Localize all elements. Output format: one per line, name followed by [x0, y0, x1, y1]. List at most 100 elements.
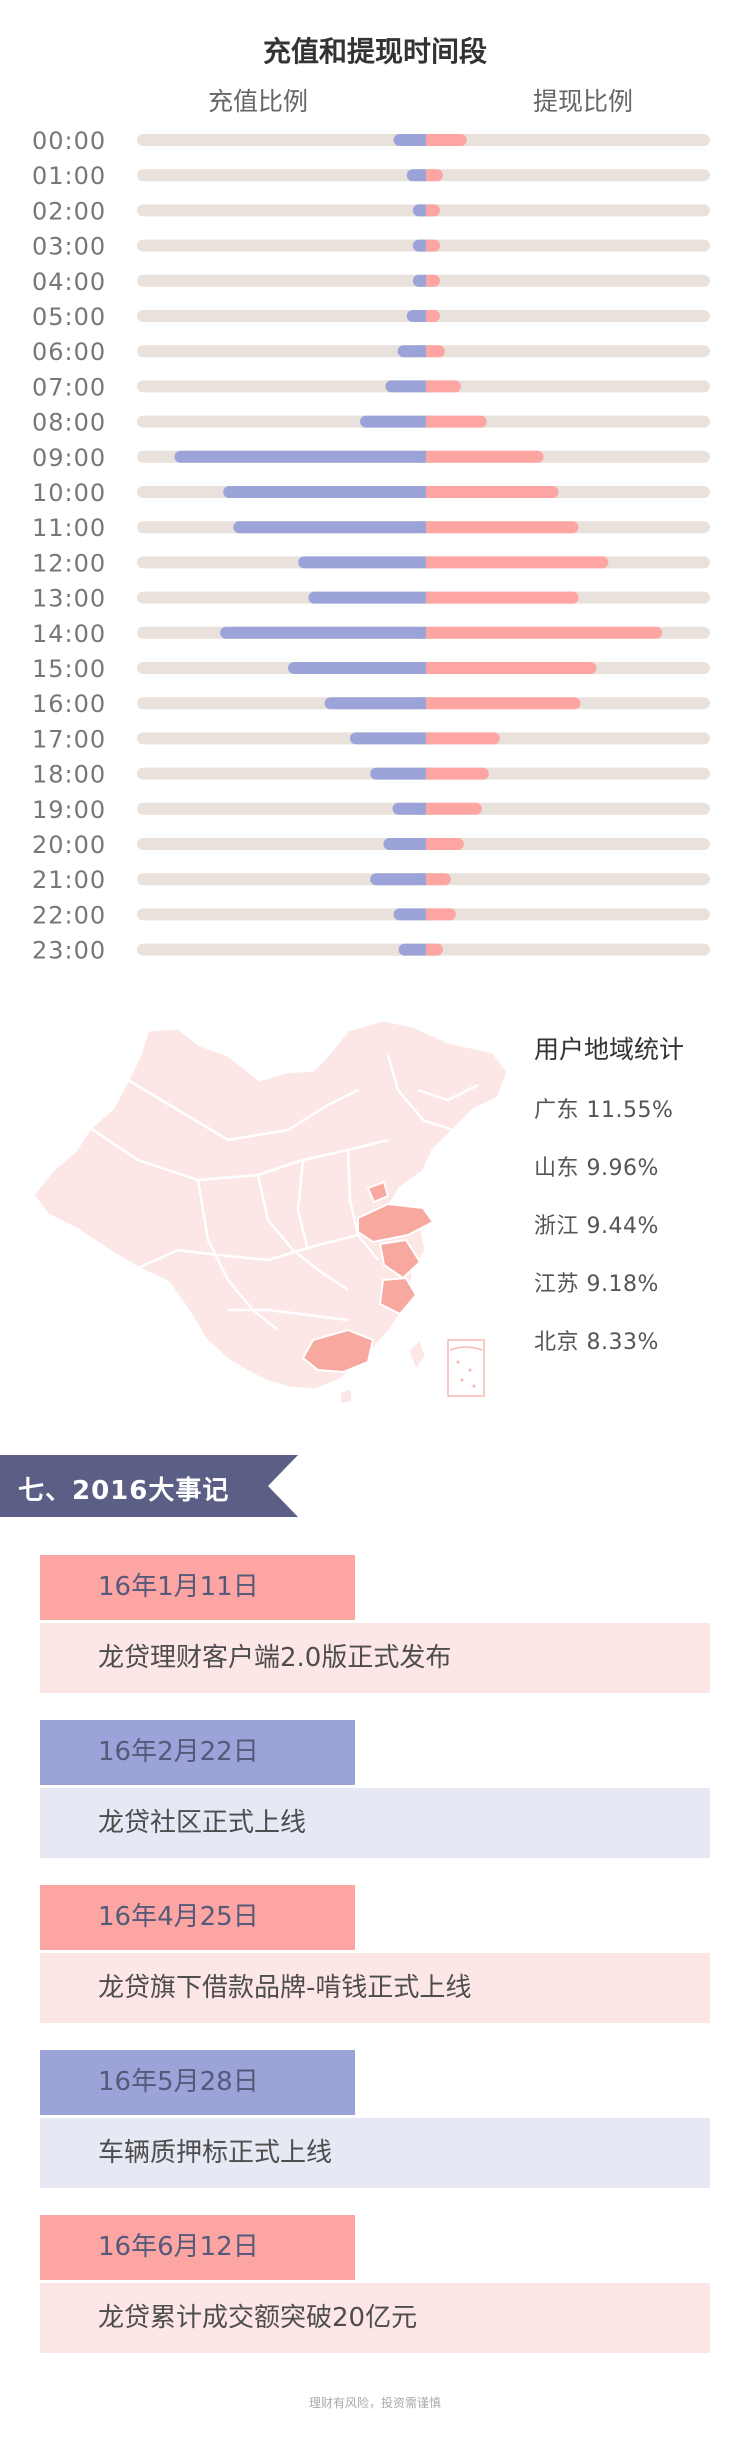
recharge-bar [174, 450, 426, 463]
region-name: 北京 [534, 1330, 580, 1355]
risk-disclaimer: 理财有风险，投资需谨慎 [308, 2396, 441, 2410]
map-hainan [339, 1386, 353, 1406]
recharge-bar-joint [420, 380, 426, 393]
recharge-bar [220, 626, 426, 639]
time-label: 21:00 [32, 866, 106, 894]
recharge-bar-joint [420, 415, 426, 428]
withdraw-bar-joint [426, 521, 432, 534]
time-label: 23:00 [32, 937, 106, 960]
recharge-bar-joint [420, 274, 426, 287]
withdraw-bar-joint [426, 908, 432, 921]
event-description: 龙贷理财客户端2.0版正式发布 [40, 1623, 710, 1693]
withdraw-bar-joint [426, 239, 432, 252]
region-spacer [579, 1272, 587, 1297]
time-label: 00:00 [32, 127, 106, 155]
recharge-bar-joint [420, 521, 426, 534]
recharge-bar [370, 873, 426, 886]
withdraw-bar [426, 662, 597, 674]
recharge-bar-joint [420, 310, 426, 322]
region-stats-title: 用户地域统计 [534, 1035, 685, 1064]
withdraw-bar [426, 556, 609, 569]
withdraw-bar-joint [426, 310, 432, 322]
recharge-bar-joint [420, 697, 426, 710]
china-map [31, 1018, 510, 1406]
region-spacer [579, 1098, 587, 1123]
region-spacer [579, 1214, 587, 1239]
withdraw-bar [426, 767, 489, 780]
map-base [31, 1018, 510, 1406]
time-label: 19:00 [32, 796, 106, 824]
recharge-bar-joint [420, 486, 426, 498]
time-period-chart: 00:00 01:00 02:00 03:00 04:00 05:00 06:00 07:00… [32, 127, 710, 960]
recharge-bar-joint [420, 345, 426, 358]
withdraw-bar [426, 873, 451, 886]
recharge-bar-joint [420, 134, 426, 146]
region-row: 江苏 9.18% [534, 1266, 659, 1298]
withdraw-bar [426, 908, 456, 921]
recharge-bar [398, 943, 426, 956]
recharge-bar [393, 908, 426, 921]
time-label: 12:00 [32, 549, 106, 577]
time-label: 08:00 [32, 409, 106, 437]
withdraw-bar-joint [426, 204, 432, 217]
region-beijing [366, 1180, 390, 1204]
section-title: 七、2016大事记 [18, 1476, 230, 1506]
region-name: 浙江 [534, 1214, 580, 1239]
withdraw-bar-joint [426, 450, 432, 463]
time-label: 02:00 [32, 197, 106, 225]
region-value: 8.33% [586, 1330, 659, 1355]
time-label: 09:00 [32, 444, 106, 472]
withdraw-bar [426, 697, 581, 710]
withdraw-bar [426, 486, 559, 498]
recharge-bar [298, 556, 426, 569]
region-row: 广东 11.55% [534, 1092, 673, 1124]
region-jiangsu [378, 1238, 422, 1280]
recharge-bar-joint [420, 169, 426, 182]
withdraw-bar-joint [426, 169, 432, 182]
event-description: 车辆质押标正式上线 [40, 2118, 710, 2188]
section-header-ribbon [0, 1455, 298, 1517]
event-date: 16年4月25日 [40, 1885, 355, 1950]
time-label: 22:00 [32, 901, 106, 929]
withdraw-bar-joint [426, 662, 432, 674]
withdraw-bar-joint [426, 486, 432, 498]
region-name: 山东 [534, 1156, 580, 1181]
withdraw-bar-joint [426, 591, 432, 604]
time-label: 20:00 [32, 831, 106, 859]
time-label: 16:00 [32, 690, 106, 718]
recharge-bar [288, 662, 426, 674]
region-shandong [357, 1202, 435, 1244]
region-value: 9.44% [586, 1214, 659, 1239]
time-label: 15:00 [32, 655, 106, 683]
withdraw-bar [426, 732, 500, 745]
region-spacer [579, 1330, 587, 1355]
recharge-bar-joint [420, 204, 426, 217]
recharge-bar-joint [420, 873, 426, 886]
event-date: 16年5月28日 [40, 2050, 355, 2115]
time-label: 06:00 [32, 338, 106, 366]
time-label: 13:00 [32, 585, 106, 613]
time-label: 07:00 [32, 373, 106, 401]
legend-recharge: 充值比例 [208, 87, 309, 116]
recharge-bar-joint [420, 908, 426, 921]
map-land [31, 1018, 510, 1392]
withdraw-bar-joint [426, 380, 432, 393]
section-header: 七、2016大事记 [0, 1455, 298, 1517]
event-date: 16年2月22日 [40, 1720, 355, 1785]
time-label: 01:00 [32, 162, 106, 190]
event-description: 龙贷累计成交额突破20亿元 [40, 2283, 710, 2353]
recharge-bar [324, 697, 426, 710]
region-row: 北京 8.33% [534, 1324, 659, 1356]
recharge-bar [370, 767, 426, 780]
withdraw-bar [426, 838, 464, 850]
time-label: 03:00 [32, 233, 106, 261]
region-row: 山东 9.96% [534, 1150, 659, 1182]
withdraw-bar [426, 134, 467, 146]
recharge-bar-joint [420, 767, 426, 780]
withdraw-bar [426, 450, 544, 463]
withdraw-bar [426, 626, 663, 639]
withdraw-bar-joint [426, 345, 432, 358]
time-label: 04:00 [32, 268, 106, 296]
region-value: 11.55% [586, 1098, 674, 1123]
event-description: 龙贷社区正式上线 [40, 1788, 710, 1858]
